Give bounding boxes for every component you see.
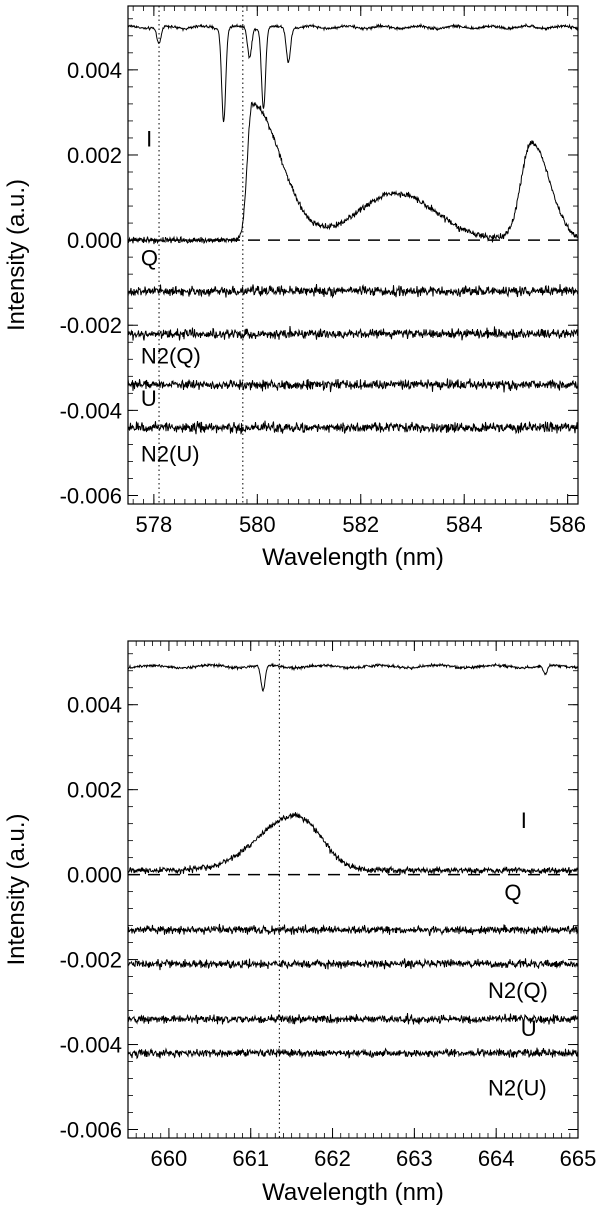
x-tick-label: 580 — [239, 512, 276, 537]
bottom-panel-chart: 0.004 0.002 0.000 -0.002 -0.004 -0.006 660 661 6… — [3, 640, 597, 1206]
x-tick-label: 584 — [446, 512, 483, 537]
series-label: I — [521, 808, 527, 833]
y-tick-label: -0.002 — [60, 948, 122, 973]
x-tick-label: 582 — [342, 512, 379, 537]
series-line-q — [127, 923, 579, 937]
series-line-n2-u- — [127, 1047, 579, 1060]
x-tick-label: 664 — [478, 1146, 515, 1171]
x-tick-label: 665 — [560, 1146, 597, 1171]
series-label: N2(U) — [141, 441, 200, 466]
x-tick-label: 660 — [151, 1146, 188, 1171]
series-line-n2-u- — [127, 420, 579, 435]
series-line-i — [127, 812, 579, 875]
series-label: U — [521, 1016, 537, 1041]
top-panel-chart: 0.004 0.002 0.000 -0.002 -0.004 -0.006 578 580 5… — [3, 5, 586, 571]
y-tick-label: -0.004 — [60, 1033, 122, 1058]
series-label: N2(Q) — [488, 978, 548, 1003]
series-line-n2-q- — [127, 325, 579, 341]
x-tick-label: 663 — [396, 1146, 433, 1171]
y-tick-label: 0.004 — [67, 693, 122, 718]
plot-frame — [127, 5, 579, 505]
series-line-n2-q- — [127, 957, 579, 971]
series-label: Q — [504, 880, 521, 905]
series-label: N2(Q) — [141, 344, 201, 369]
y-tick-label: -0.002 — [60, 313, 122, 338]
y-tick-label: 0.004 — [67, 58, 122, 83]
x-tick-label: 661 — [232, 1146, 269, 1171]
x-axis-title: Wavelength (nm) — [262, 1179, 444, 1206]
series-label: Q — [141, 246, 158, 271]
y-tick-label: -0.004 — [60, 398, 122, 423]
x-axis-title: Wavelength (nm) — [262, 544, 444, 571]
x-tick-label: 662 — [314, 1146, 351, 1171]
x-tick-label: 578 — [136, 512, 173, 537]
series-label: U — [141, 386, 157, 411]
series-line-q — [127, 283, 579, 299]
y-axis-title: Intensity (a.u.) — [3, 179, 30, 331]
series-line-u — [127, 378, 579, 393]
series-label: N2(U) — [488, 1076, 547, 1101]
y-tick-label: 0.000 — [67, 228, 122, 253]
y-tick-label: 0.002 — [67, 143, 122, 168]
x-tick-label: 586 — [549, 512, 586, 537]
y-tick-label: -0.006 — [60, 483, 122, 508]
y-axis-title: Intensity (a.u.) — [3, 813, 30, 965]
reference-spectrum-line — [127, 22, 579, 123]
series-line-i — [127, 101, 579, 245]
y-tick-label: 0.000 — [67, 863, 122, 888]
y-tick-label: -0.006 — [60, 1118, 122, 1143]
series-label: I — [146, 126, 152, 151]
reference-spectrum-line — [127, 662, 579, 693]
plot-frame — [127, 640, 579, 1139]
series-line-u — [127, 1013, 579, 1025]
y-tick-label: 0.002 — [67, 778, 122, 803]
